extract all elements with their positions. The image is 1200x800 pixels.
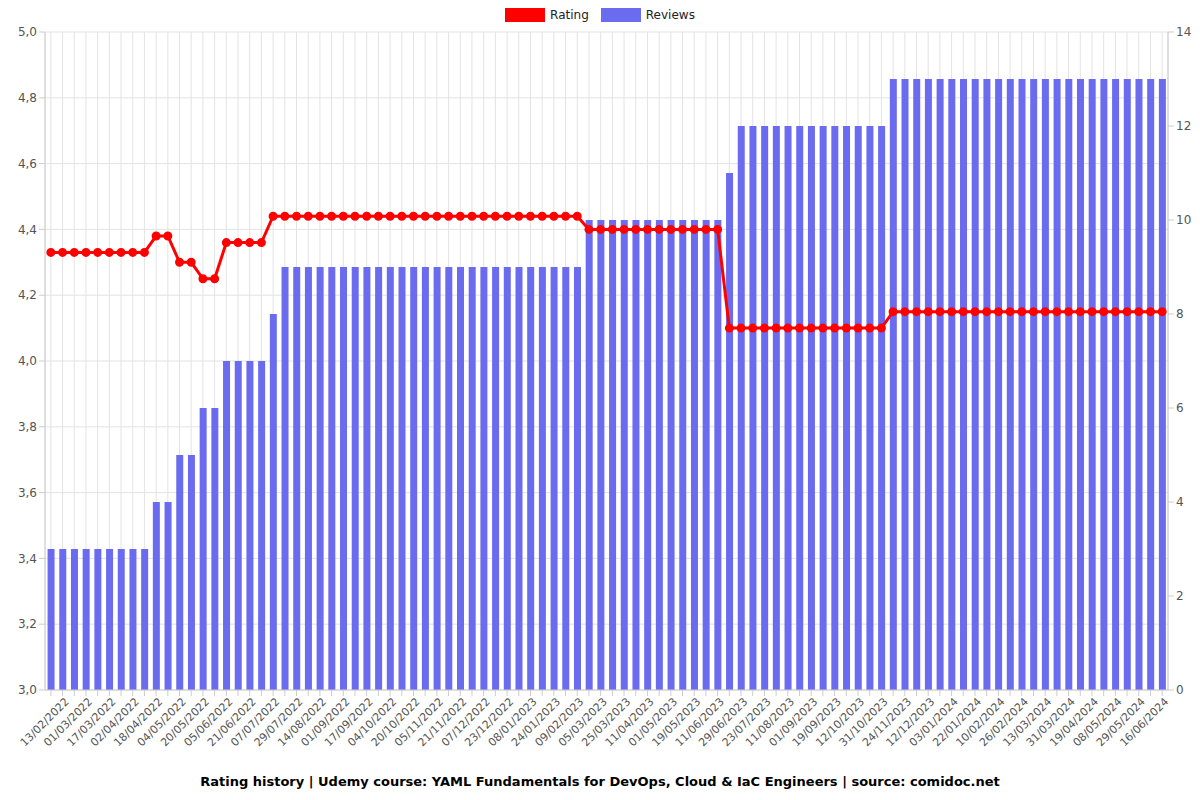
svg-text:16/06/2024: 16/06/2024 <box>1117 695 1171 749</box>
svg-text:08/01/2023: 08/01/2023 <box>485 695 540 750</box>
svg-text:13/02/2022: 13/02/2022 <box>17 695 72 750</box>
svg-text:12/10/2023: 12/10/2023 <box>813 695 868 750</box>
svg-text:20/10/2022: 20/10/2022 <box>368 695 423 750</box>
svg-text:05/06/2022: 05/06/2022 <box>181 695 236 750</box>
svg-text:3,6: 3,6 <box>18 486 37 500</box>
svg-text:3,4: 3,4 <box>18 552 37 566</box>
svg-text:07/12/2022: 07/12/2022 <box>438 695 493 750</box>
svg-text:26/02/2024: 26/02/2024 <box>976 695 1031 750</box>
svg-text:02/04/2022: 02/04/2022 <box>87 695 142 750</box>
svg-text:4: 4 <box>1176 495 1184 509</box>
svg-text:23/12/2022: 23/12/2022 <box>462 695 517 750</box>
svg-text:24/01/2023: 24/01/2023 <box>509 695 564 750</box>
svg-text:3,2: 3,2 <box>18 617 37 631</box>
svg-text:19/09/2023: 19/09/2023 <box>789 695 844 750</box>
svg-text:10: 10 <box>1176 213 1191 227</box>
svg-text:4,8: 4,8 <box>18 91 37 105</box>
svg-text:01/03/2022: 01/03/2022 <box>41 695 96 750</box>
svg-text:31/10/2023: 31/10/2023 <box>836 695 891 750</box>
svg-text:01/05/2023: 01/05/2023 <box>626 695 680 750</box>
svg-text:3,0: 3,0 <box>18 683 37 697</box>
svg-text:08/05/2024: 08/05/2024 <box>1070 695 1125 750</box>
svg-text:29/06/2023: 29/06/2023 <box>696 695 751 750</box>
svg-text:22/01/2024: 22/01/2024 <box>930 695 985 750</box>
svg-text:11/08/2023: 11/08/2023 <box>743 695 797 750</box>
svg-text:6: 6 <box>1176 401 1184 415</box>
svg-text:24/11/2023: 24/11/2023 <box>860 695 914 750</box>
svg-text:11/06/2023: 11/06/2023 <box>672 695 727 750</box>
svg-text:17/09/2022: 17/09/2022 <box>321 695 376 750</box>
html-text:Rating history | Udemy course:: Rating history | Udemy course: YAML Fund… <box>200 774 1000 789</box>
svg-text:01/09/2023: 01/09/2023 <box>766 695 821 750</box>
svg-text:29/05/2024: 29/05/2024 <box>1093 695 1148 750</box>
svg-text:04/05/2022: 04/05/2022 <box>134 695 189 750</box>
svg-text:07/07/2022: 07/07/2022 <box>228 695 283 750</box>
svg-text:4,6: 4,6 <box>18 157 37 171</box>
svg-text:23/07/2023: 23/07/2023 <box>719 695 774 750</box>
svg-text:04/10/2022: 04/10/2022 <box>345 695 400 750</box>
svg-text:03/01/2024: 03/01/2024 <box>906 695 961 750</box>
svg-text:17/03/2022: 17/03/2022 <box>64 695 119 750</box>
svg-text:29/07/2022: 29/07/2022 <box>251 695 306 750</box>
svg-text:12: 12 <box>1176 119 1191 133</box>
svg-text:4,0: 4,0 <box>18 354 37 368</box>
svg-text:4,4: 4,4 <box>18 223 37 237</box>
svg-text:14: 14 <box>1176 25 1191 39</box>
svg-text:4,2: 4,2 <box>18 288 37 302</box>
svg-text:2: 2 <box>1176 589 1184 603</box>
svg-text:13/03/2024: 13/03/2024 <box>1000 695 1055 750</box>
svg-text:31/03/2024: 31/03/2024 <box>1023 695 1078 750</box>
svg-text:10/02/2024: 10/02/2024 <box>953 695 1008 750</box>
svg-text:01/09/2022: 01/09/2022 <box>298 695 353 750</box>
svg-text:12/12/2023: 12/12/2023 <box>883 695 938 750</box>
svg-text:19/04/2024: 19/04/2024 <box>1047 695 1102 750</box>
svg-text:21/06/2022: 21/06/2022 <box>204 695 259 750</box>
svg-text:18/04/2022: 18/04/2022 <box>111 695 166 750</box>
svg-text:21/11/2022: 21/11/2022 <box>415 695 470 750</box>
svg-text:3,8: 3,8 <box>18 420 37 434</box>
svg-text:11/04/2023: 11/04/2023 <box>602 695 657 750</box>
svg-text:14/08/2022: 14/08/2022 <box>275 695 330 750</box>
svg-text:8: 8 <box>1176 307 1184 321</box>
svg-text:0: 0 <box>1176 683 1184 697</box>
svg-text:05/03/2023: 05/03/2023 <box>555 695 610 750</box>
svg-text:20/05/2022: 20/05/2022 <box>158 695 213 750</box>
html-text:Reviews: Reviews <box>645 8 695 22</box>
svg-text:05/11/2022: 05/11/2022 <box>392 695 447 750</box>
svg-text:5,0: 5,0 <box>18 25 37 39</box>
svg-text:09/02/2023: 09/02/2023 <box>532 695 587 750</box>
svg-text:25/03/2023: 25/03/2023 <box>579 695 634 750</box>
svg-text:19/05/2023: 19/05/2023 <box>649 695 704 750</box>
html-text:Rating: Rating <box>550 8 589 22</box>
